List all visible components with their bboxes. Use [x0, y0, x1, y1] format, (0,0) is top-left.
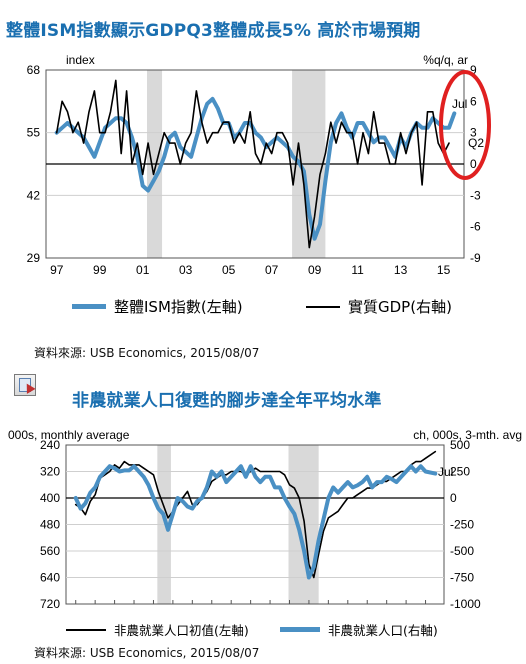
- highlight-circle: [439, 70, 491, 180]
- legend-swatch-initial: [66, 628, 106, 631]
- legend-label-initial: 非農就業人口初值(左軸): [114, 623, 249, 638]
- left-tick-label: 400: [40, 491, 60, 505]
- left-tick-label: 480: [40, 518, 60, 532]
- chart2-source: 資料來源: USB Economics, 2015/08/07: [34, 646, 260, 660]
- chart2-legend-initial: 非農就業人口初值(左軸): [66, 620, 249, 639]
- right-tick-label: -9: [470, 251, 481, 265]
- x-tick-label: 05: [222, 263, 236, 277]
- left-tick-label: 560: [40, 544, 60, 558]
- ism-gdp-chart: 68 55 42 29 9 6 3 0 -3 -6 -9 97 99 01 03 05 07 09 11 13 15 in…: [27, 53, 491, 277]
- legend-swatch-payrolls: [280, 627, 320, 632]
- right-tick-label: -500: [450, 544, 474, 558]
- x-tick-label: 03: [179, 263, 193, 277]
- legend-label-ism: 整體ISM指數(左軸): [114, 298, 243, 316]
- right-tick-label: -750: [450, 571, 474, 585]
- picture-tool-icon[interactable]: [14, 374, 36, 396]
- legend-label-payrolls: 非農就業人口(右軸): [328, 623, 438, 638]
- right-tick-label: 9: [470, 63, 477, 77]
- left-tick-label: 42: [27, 188, 41, 202]
- chart1-legend-ism: 整體ISM指數(左軸): [72, 296, 243, 317]
- x-tick-label: 97: [50, 263, 64, 277]
- chart2-title: 非農就業人口復甦的腳步達全年平均水準: [72, 391, 382, 411]
- x-tick-label: 01: [136, 263, 150, 277]
- left-tick-label: 320: [40, 465, 60, 479]
- x-tick-label: 09: [308, 263, 322, 277]
- series-line-0: [54, 96, 457, 241]
- right-tick-label: -3: [470, 188, 481, 202]
- left-tick-label: 68: [27, 63, 41, 77]
- series-line-1: [55, 79, 450, 249]
- x-tick-label: 15: [437, 263, 451, 277]
- legend-swatch-gdp: [306, 305, 340, 308]
- left-tick-label: 640: [40, 571, 60, 585]
- right-axis-unit: ch, 000s, 3-mth. avg: [413, 428, 522, 442]
- series-line-1: [73, 464, 438, 580]
- left-tick-label: 55: [27, 126, 41, 140]
- left-tick-label: 29: [27, 251, 41, 265]
- right-tick-label: -6: [470, 220, 481, 234]
- chart2-legend-payrolls: 非農就業人口(右軸): [280, 620, 438, 639]
- chart1-title: 整體ISM指數顯示GDPQ3整體成長5% 高於市場預期: [6, 21, 421, 41]
- annotation-q2: Q2: [468, 136, 484, 150]
- right-tick-label: 6: [470, 94, 477, 108]
- left-tick-label: 720: [40, 597, 60, 611]
- chart1-source: 資料來源: USB Economics, 2015/08/07: [34, 346, 260, 360]
- annotation-jul: Jul: [452, 97, 467, 111]
- annotation-jul: Jul: [438, 465, 453, 479]
- right-tick-label: 3: [470, 126, 477, 140]
- payrolls-chart: 240 320 400 480 560 640 720 500 250 0 -250 -500 -750…: [8, 428, 522, 611]
- picture-icon: [19, 378, 31, 392]
- right-tick-label: -1000: [450, 597, 481, 611]
- x-tick-label: 13: [394, 263, 408, 277]
- x-tick-label: 99: [93, 263, 107, 277]
- legend-swatch-ism: [72, 304, 106, 309]
- legend-label-gdp: 實質GDP(右軸): [348, 298, 452, 316]
- chart1-legend-gdp: 實質GDP(右軸): [306, 296, 452, 317]
- left-tick-label: 240: [40, 438, 60, 452]
- left-axis-unit: index: [66, 53, 95, 67]
- x-tick-label: 11: [351, 263, 364, 277]
- right-tick-label: 0: [470, 157, 477, 171]
- left-axis-unit: 000s, monthly average: [8, 428, 130, 442]
- right-tick-label: -250: [450, 518, 474, 532]
- right-tick-label: 0: [450, 491, 457, 505]
- x-tick-label: 07: [265, 263, 279, 277]
- right-tick-label: 250: [450, 465, 470, 479]
- right-axis-unit: %q/q, ar: [423, 53, 468, 67]
- right-tick-label: 500: [450, 438, 470, 452]
